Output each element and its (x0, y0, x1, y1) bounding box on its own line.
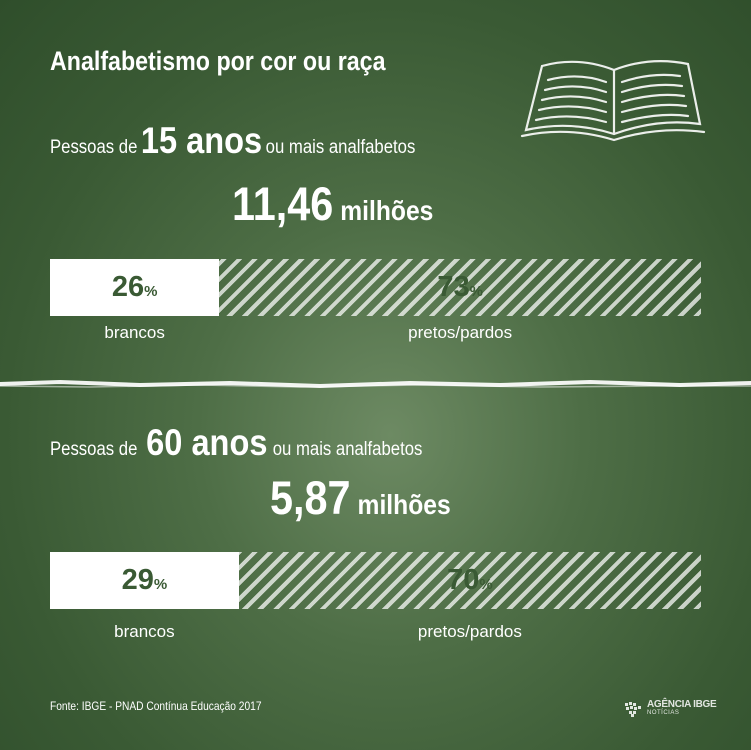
chart2-bar: 29% 70% (50, 552, 701, 609)
chart1-subtitle-post: ou mais analfabetos (265, 137, 416, 158)
chart1-total: 11,46 milhões (232, 176, 433, 231)
chart1-percent-pretos-pardos: % (469, 283, 483, 300)
chart1-subtitle-pre: Pessoas de (50, 137, 138, 158)
chart1-segment-brancos (50, 259, 220, 316)
chart1-value-pretos-pardos: 73 (437, 271, 470, 303)
source-note: Fonte: IBGE - PNAD Contínua Educação 201… (50, 699, 262, 713)
chart2-value-brancos: 29 (121, 564, 154, 596)
chart2-category-pretos-pardos: pretos/pardos (417, 622, 522, 641)
chart1-subtitle: Pessoas de15 anos ou mais analfabetos (50, 120, 415, 162)
chart1-category-pretos-pardos: pretos/pardos (408, 323, 513, 342)
chart2-category-brancos: brancos (114, 622, 175, 641)
chart2-subtitle-post: ou mais analfabetos (272, 439, 423, 460)
chart1-total-value: 11,46 (232, 177, 334, 230)
chart2-segment-brancos (50, 552, 239, 609)
chart-title: Analfabetismo por cor ou raça (50, 46, 386, 76)
book-icon (520, 60, 706, 142)
chart1-value-label-pretos-pardos: 73% (219, 259, 701, 316)
chart1-category-brancos: brancos (104, 323, 165, 342)
chart2-age: 60 anos (146, 422, 268, 463)
chart1-bar: 26% 73% (50, 259, 701, 316)
chart2-total: 5,87 milhões (270, 470, 451, 525)
brazil-map-icon (625, 701, 641, 717)
chart1-total-unit: milhões (340, 195, 434, 226)
chart2-value-pretos-pardos: 70 (447, 564, 480, 596)
chart1-value-brancos: 26 (111, 271, 145, 303)
chart2-total-unit: milhões (357, 489, 451, 520)
logo-line1: AGÊNCIA IBGE (647, 699, 717, 710)
logo-line2: NOTÍCIAS (647, 710, 680, 716)
chart2-percent-brancos: % (153, 576, 168, 593)
chart1-percent-brancos: % (144, 283, 158, 300)
chart1-age: 15 anos (140, 120, 263, 161)
chart1-value-label-brancos: 26% (50, 259, 219, 316)
chart2-subtitle: Pessoas de 60 anos ou mais analfabetos (50, 422, 422, 464)
chalk-divider (0, 379, 751, 389)
chart2-value-label-pretos-pardos: 70% (239, 552, 701, 609)
chart2-total-value: 5,87 (270, 471, 351, 524)
agencia-ibge-logo: AGÊNCIA IBGE NOTÍCIAS (623, 699, 717, 717)
chart2-subtitle-pre: Pessoas de (50, 439, 138, 460)
chart2-value-label-brancos: 29% (50, 552, 239, 609)
chart2-percent-pretos-pardos: % (479, 576, 493, 593)
